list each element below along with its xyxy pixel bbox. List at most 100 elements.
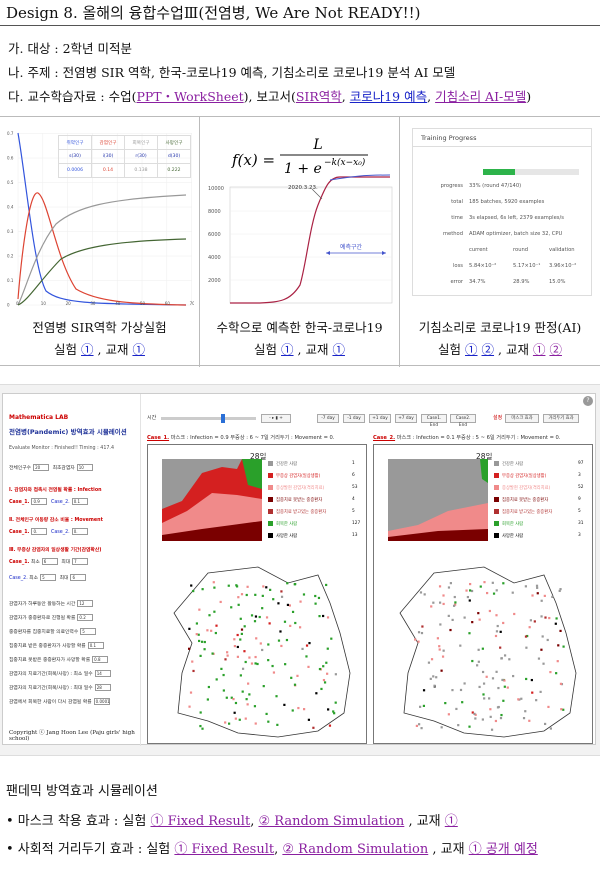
distancing-random-simulation-link[interactable]: ② Random Simulation bbox=[282, 842, 429, 857]
cough-ai-report-link[interactable]: 기침소리 AI-모델 bbox=[435, 89, 527, 104]
minus-7-day-button[interactable]: -7 day bbox=[317, 414, 339, 423]
logistic-annotation: 2020.3.23. bbox=[288, 185, 318, 191]
sir-links: 실험 ① , 교재 ① bbox=[0, 339, 199, 358]
person-dot bbox=[332, 710, 335, 713]
person-dot bbox=[454, 601, 457, 604]
case1-map bbox=[173, 566, 351, 738]
parameter-select[interactable]: 0.2 bbox=[77, 614, 94, 621]
person-dot bbox=[536, 592, 539, 595]
sir-table-cell: 0.14 bbox=[91, 163, 125, 178]
plus-7-day-button[interactable]: +7 day bbox=[395, 414, 417, 423]
annotation-pointer bbox=[311, 188, 323, 200]
links-prefix: 실험 bbox=[254, 342, 282, 357]
case2-max-select[interactable]: 6 bbox=[70, 574, 87, 581]
person-dot bbox=[302, 593, 306, 596]
person-dot bbox=[286, 603, 290, 607]
parameter-select[interactable]: 0.8 bbox=[92, 656, 109, 663]
person-dot bbox=[213, 586, 216, 589]
case1-max-select[interactable]: 7 bbox=[72, 558, 89, 565]
person-dot bbox=[213, 610, 216, 613]
sir-textbook-link[interactable]: ① bbox=[132, 342, 145, 357]
play-controls[interactable]: - ▸ ▮ + bbox=[261, 414, 291, 423]
sir-y-tick: 0.4 bbox=[7, 205, 14, 210]
sir-y-tick: 0 bbox=[7, 303, 10, 308]
person-dot bbox=[522, 717, 526, 720]
asym-case1-row: Case_1. 최소 6 최대 7 bbox=[9, 558, 90, 565]
error-current: 34.7% bbox=[469, 279, 486, 285]
ppt-worksheet-link[interactable]: PPT・WorkSheet bbox=[136, 89, 244, 104]
person-dot bbox=[556, 660, 559, 663]
legend-count: 3 bbox=[578, 533, 581, 538]
case2-summary: Case_2. 마스크 : Infection = 0.1 무증상 : 5 ~ … bbox=[373, 434, 561, 441]
minus-1-day-button[interactable]: -1 day bbox=[343, 414, 365, 423]
cough-textbook-link-2[interactable]: ② bbox=[549, 342, 562, 357]
person-dot bbox=[233, 711, 236, 714]
case1-movement-select[interactable]: 0. bbox=[31, 528, 48, 535]
person-dot bbox=[280, 644, 283, 648]
meta-materials: 다. 교수학습자료 : 수업(PPT・WorkSheet), 보고서(SIR역학… bbox=[8, 86, 531, 105]
person-dot bbox=[215, 678, 218, 681]
sir-curve-s bbox=[17, 132, 187, 306]
person-dot bbox=[203, 640, 206, 644]
logistic-textbook-link[interactable]: ① bbox=[332, 342, 345, 357]
case2-min-select[interactable]: 5 bbox=[40, 574, 57, 581]
distance-effect-button[interactable]: 거리두기 효과 bbox=[543, 414, 579, 423]
parameter-select[interactable]: 14 bbox=[94, 670, 111, 677]
person-dot bbox=[190, 584, 193, 587]
person-dot bbox=[254, 655, 257, 659]
person-dot bbox=[440, 669, 443, 672]
parameter-select[interactable]: 12 bbox=[77, 600, 94, 607]
distancing-textbook-link[interactable]: ① 공개 예정 bbox=[468, 842, 538, 857]
parameter-row: 감염에서 회복한 사람이 다시 감염될 확률 0.0001 bbox=[9, 698, 112, 705]
population-select[interactable]: 20 bbox=[33, 464, 50, 471]
logistic-experiment-link[interactable]: ① bbox=[281, 342, 294, 357]
mask-fixed-result-link[interactable]: ① Fixed Result bbox=[150, 814, 251, 829]
plus-1-day-button[interactable]: +1 day bbox=[369, 414, 391, 423]
person-dot bbox=[291, 709, 294, 712]
covid-forecast-report-link[interactable]: 코로나19 예측 bbox=[349, 89, 428, 104]
person-dot bbox=[422, 704, 426, 707]
person-dot bbox=[247, 682, 250, 685]
legend-count: 3 bbox=[578, 473, 581, 478]
person-dot bbox=[449, 628, 452, 632]
parameter-select[interactable]: 28 bbox=[94, 684, 111, 691]
parameter-label: 중증환자를 집중치료할 의료인력수 bbox=[9, 630, 79, 635]
setting-label: 설정 bbox=[493, 415, 503, 421]
parameter-select[interactable]: 5 bbox=[80, 628, 97, 635]
training-row: total 185 batches, 5920 examples bbox=[417, 199, 589, 209]
cough-experiment-link-2[interactable]: ② bbox=[481, 342, 495, 357]
person-dot bbox=[441, 655, 445, 658]
mask-random-simulation-link[interactable]: ② Random Simulation bbox=[258, 814, 405, 829]
mask-textbook-link[interactable]: ① bbox=[444, 814, 458, 829]
time-slider[interactable] bbox=[161, 414, 256, 423]
case2-movement-select[interactable]: 0. bbox=[71, 528, 88, 535]
mask-effect-button[interactable]: 마스크 효과 bbox=[505, 414, 539, 423]
logistic-figure: f(x) = L 1 + e −k(x−x₀) 2020.3.23. 예측구간 … bbox=[208, 137, 393, 304]
person-dot bbox=[236, 645, 239, 649]
logistic-y-tick: 6000 bbox=[208, 232, 221, 238]
case1-infection-select[interactable]: 0.9 bbox=[31, 498, 48, 505]
time-slider-handle[interactable] bbox=[221, 414, 225, 423]
cough-experiment-link-1[interactable]: ① bbox=[465, 342, 478, 357]
help-icon[interactable]: ? bbox=[583, 396, 593, 406]
parameter-select[interactable]: 0.1 bbox=[87, 642, 104, 649]
person-dot bbox=[253, 705, 257, 708]
case2-end-button[interactable]: Case2. End bbox=[450, 414, 476, 428]
distancing-fixed-result-link[interactable]: ① Fixed Result bbox=[174, 842, 275, 857]
cough-textbook-link-1[interactable]: ① bbox=[532, 342, 546, 357]
case1-min-select[interactable]: 6 bbox=[41, 558, 58, 565]
sir-experiment-link[interactable]: ① bbox=[81, 342, 94, 357]
sir-report-link[interactable]: SIR역학 bbox=[295, 89, 342, 104]
person-dot bbox=[500, 713, 503, 717]
person-dot bbox=[280, 590, 283, 593]
case1-end-button[interactable]: Case1. End bbox=[421, 414, 447, 428]
person-dot bbox=[248, 693, 251, 696]
person-dot bbox=[535, 699, 538, 702]
case2-infection-select[interactable]: 0.1 bbox=[71, 498, 88, 505]
parameter-select[interactable]: 0.0001 bbox=[93, 698, 110, 705]
initial-infected-select[interactable]: 10 bbox=[76, 464, 93, 471]
legend-swatch bbox=[268, 509, 273, 514]
person-dot bbox=[474, 713, 477, 716]
person-dot bbox=[562, 645, 565, 648]
person-dot bbox=[243, 625, 246, 628]
